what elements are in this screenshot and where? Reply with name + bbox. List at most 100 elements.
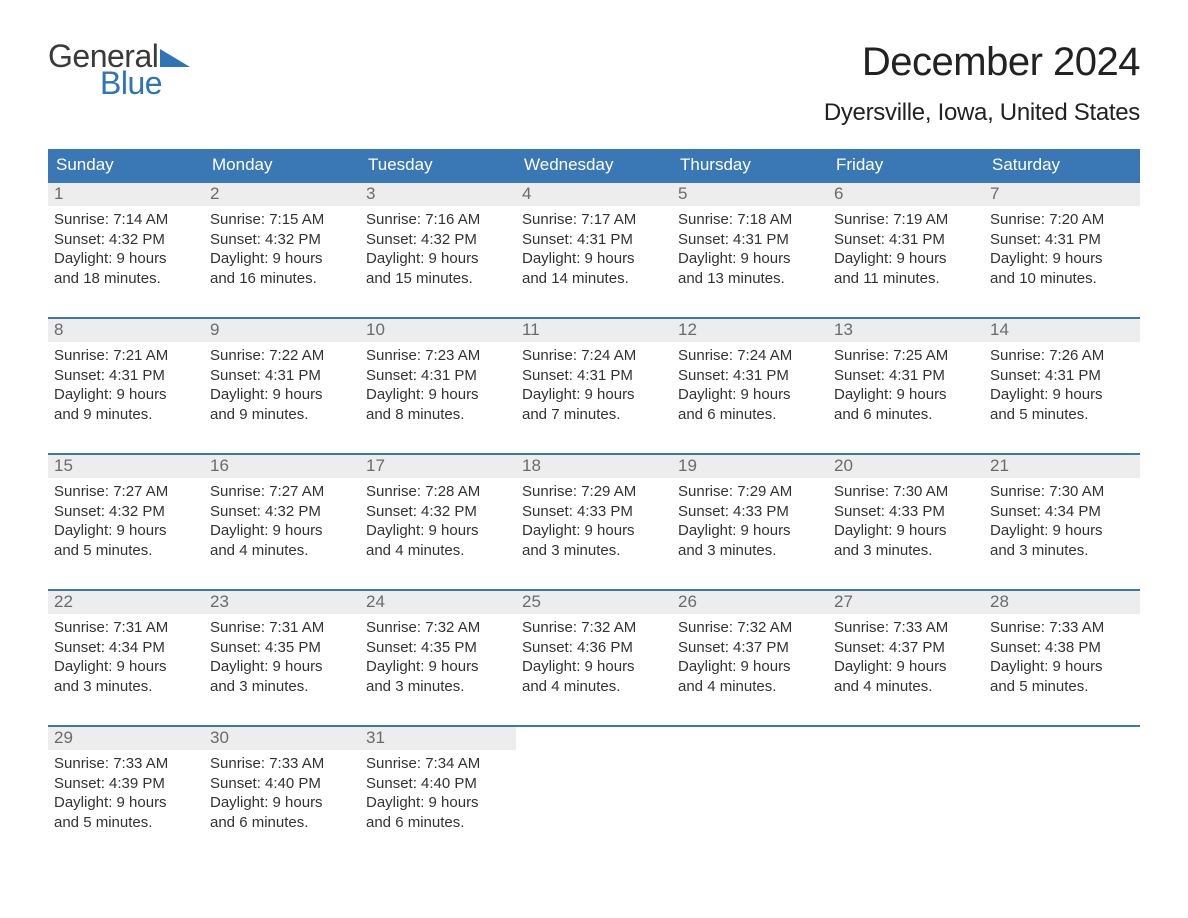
sunrise-text: Sunrise: 7:16 AM bbox=[366, 210, 510, 230]
sunset-text: Sunset: 4:32 PM bbox=[366, 502, 510, 522]
daylight-line1: Daylight: 9 hours bbox=[990, 249, 1134, 269]
daylight-line1: Daylight: 9 hours bbox=[522, 249, 666, 269]
daylight-line2: and 4 minutes. bbox=[678, 677, 822, 697]
daylight-line1: Daylight: 9 hours bbox=[834, 385, 978, 405]
weekday-wednesday: Wednesday bbox=[516, 149, 672, 181]
sunrise-text: Sunrise: 7:21 AM bbox=[54, 346, 198, 366]
day-cell: 12Sunrise: 7:24 AMSunset: 4:31 PMDayligh… bbox=[672, 319, 828, 429]
week-row: 8Sunrise: 7:21 AMSunset: 4:31 PMDaylight… bbox=[48, 317, 1140, 429]
sunrise-text: Sunrise: 7:18 AM bbox=[678, 210, 822, 230]
day-cell bbox=[516, 727, 672, 837]
day-cell: 2Sunrise: 7:15 AMSunset: 4:32 PMDaylight… bbox=[204, 183, 360, 293]
sunset-text: Sunset: 4:34 PM bbox=[54, 638, 198, 658]
weekday-sunday: Sunday bbox=[48, 149, 204, 181]
daylight-line1: Daylight: 9 hours bbox=[366, 249, 510, 269]
day-number: 18 bbox=[516, 455, 672, 478]
daylight-line2: and 18 minutes. bbox=[54, 269, 198, 289]
day-body: Sunrise: 7:28 AMSunset: 4:32 PMDaylight:… bbox=[360, 478, 516, 564]
sunrise-text: Sunrise: 7:17 AM bbox=[522, 210, 666, 230]
daylight-line1: Daylight: 9 hours bbox=[210, 249, 354, 269]
sunrise-text: Sunrise: 7:23 AM bbox=[366, 346, 510, 366]
week-row: 1Sunrise: 7:14 AMSunset: 4:32 PMDaylight… bbox=[48, 181, 1140, 293]
day-body: Sunrise: 7:26 AMSunset: 4:31 PMDaylight:… bbox=[984, 342, 1140, 428]
day-body: Sunrise: 7:24 AMSunset: 4:31 PMDaylight:… bbox=[516, 342, 672, 428]
sunrise-text: Sunrise: 7:27 AM bbox=[210, 482, 354, 502]
daylight-line1: Daylight: 9 hours bbox=[990, 385, 1134, 405]
day-cell bbox=[984, 727, 1140, 837]
day-body: Sunrise: 7:19 AMSunset: 4:31 PMDaylight:… bbox=[828, 206, 984, 292]
day-cell: 10Sunrise: 7:23 AMSunset: 4:31 PMDayligh… bbox=[360, 319, 516, 429]
sunrise-text: Sunrise: 7:27 AM bbox=[54, 482, 198, 502]
day-body: Sunrise: 7:32 AMSunset: 4:35 PMDaylight:… bbox=[360, 614, 516, 700]
day-cell: 22Sunrise: 7:31 AMSunset: 4:34 PMDayligh… bbox=[48, 591, 204, 701]
sunrise-text: Sunrise: 7:33 AM bbox=[210, 754, 354, 774]
day-cell: 4Sunrise: 7:17 AMSunset: 4:31 PMDaylight… bbox=[516, 183, 672, 293]
daylight-line2: and 7 minutes. bbox=[522, 405, 666, 425]
daylight-line2: and 5 minutes. bbox=[990, 677, 1134, 697]
sunrise-text: Sunrise: 7:33 AM bbox=[990, 618, 1134, 638]
daylight-line2: and 3 minutes. bbox=[990, 541, 1134, 561]
sunset-text: Sunset: 4:31 PM bbox=[834, 366, 978, 386]
day-cell: 5Sunrise: 7:18 AMSunset: 4:31 PMDaylight… bbox=[672, 183, 828, 293]
sunset-text: Sunset: 4:31 PM bbox=[990, 366, 1134, 386]
day-body: Sunrise: 7:14 AMSunset: 4:32 PMDaylight:… bbox=[48, 206, 204, 292]
sunrise-text: Sunrise: 7:15 AM bbox=[210, 210, 354, 230]
daylight-line1: Daylight: 9 hours bbox=[366, 793, 510, 813]
day-number bbox=[516, 727, 672, 750]
daylight-line2: and 4 minutes. bbox=[834, 677, 978, 697]
daylight-line1: Daylight: 9 hours bbox=[54, 521, 198, 541]
day-cell: 6Sunrise: 7:19 AMSunset: 4:31 PMDaylight… bbox=[828, 183, 984, 293]
sunrise-text: Sunrise: 7:25 AM bbox=[834, 346, 978, 366]
day-number bbox=[672, 727, 828, 750]
sunset-text: Sunset: 4:33 PM bbox=[834, 502, 978, 522]
day-cell: 21Sunrise: 7:30 AMSunset: 4:34 PMDayligh… bbox=[984, 455, 1140, 565]
day-number: 10 bbox=[360, 319, 516, 342]
daylight-line2: and 16 minutes. bbox=[210, 269, 354, 289]
weekday-thursday: Thursday bbox=[672, 149, 828, 181]
sunset-text: Sunset: 4:31 PM bbox=[834, 230, 978, 250]
sunset-text: Sunset: 4:39 PM bbox=[54, 774, 198, 794]
weekday-tuesday: Tuesday bbox=[360, 149, 516, 181]
logo: General Blue bbox=[48, 40, 190, 99]
day-cell: 24Sunrise: 7:32 AMSunset: 4:35 PMDayligh… bbox=[360, 591, 516, 701]
sunrise-text: Sunrise: 7:29 AM bbox=[678, 482, 822, 502]
day-number: 17 bbox=[360, 455, 516, 478]
day-number bbox=[828, 727, 984, 750]
daylight-line1: Daylight: 9 hours bbox=[678, 249, 822, 269]
day-body: Sunrise: 7:32 AMSunset: 4:36 PMDaylight:… bbox=[516, 614, 672, 700]
daylight-line2: and 4 minutes. bbox=[366, 541, 510, 561]
sunset-text: Sunset: 4:35 PM bbox=[366, 638, 510, 658]
day-body: Sunrise: 7:15 AMSunset: 4:32 PMDaylight:… bbox=[204, 206, 360, 292]
day-cell: 29Sunrise: 7:33 AMSunset: 4:39 PMDayligh… bbox=[48, 727, 204, 837]
daylight-line1: Daylight: 9 hours bbox=[54, 385, 198, 405]
weekday-header: Sunday Monday Tuesday Wednesday Thursday… bbox=[48, 149, 1140, 181]
daylight-line2: and 9 minutes. bbox=[210, 405, 354, 425]
day-body: Sunrise: 7:27 AMSunset: 4:32 PMDaylight:… bbox=[48, 478, 204, 564]
day-body: Sunrise: 7:25 AMSunset: 4:31 PMDaylight:… bbox=[828, 342, 984, 428]
sunrise-text: Sunrise: 7:22 AM bbox=[210, 346, 354, 366]
day-number: 15 bbox=[48, 455, 204, 478]
daylight-line2: and 4 minutes. bbox=[210, 541, 354, 561]
calendar: Sunday Monday Tuesday Wednesday Thursday… bbox=[48, 149, 1140, 837]
day-body: Sunrise: 7:30 AMSunset: 4:33 PMDaylight:… bbox=[828, 478, 984, 564]
sunset-text: Sunset: 4:31 PM bbox=[54, 366, 198, 386]
day-body: Sunrise: 7:18 AMSunset: 4:31 PMDaylight:… bbox=[672, 206, 828, 292]
daylight-line1: Daylight: 9 hours bbox=[366, 657, 510, 677]
sunset-text: Sunset: 4:31 PM bbox=[522, 230, 666, 250]
sunset-text: Sunset: 4:32 PM bbox=[366, 230, 510, 250]
daylight-line2: and 13 minutes. bbox=[678, 269, 822, 289]
location-text: Dyersville, Iowa, United States bbox=[824, 99, 1140, 127]
daylight-line1: Daylight: 9 hours bbox=[834, 521, 978, 541]
day-number: 30 bbox=[204, 727, 360, 750]
sunset-text: Sunset: 4:32 PM bbox=[210, 230, 354, 250]
day-body: Sunrise: 7:33 AMSunset: 4:39 PMDaylight:… bbox=[48, 750, 204, 836]
sunrise-text: Sunrise: 7:30 AM bbox=[834, 482, 978, 502]
daylight-line2: and 6 minutes. bbox=[366, 813, 510, 833]
sunrise-text: Sunrise: 7:14 AM bbox=[54, 210, 198, 230]
day-body: Sunrise: 7:32 AMSunset: 4:37 PMDaylight:… bbox=[672, 614, 828, 700]
day-cell: 25Sunrise: 7:32 AMSunset: 4:36 PMDayligh… bbox=[516, 591, 672, 701]
daylight-line2: and 3 minutes. bbox=[210, 677, 354, 697]
daylight-line1: Daylight: 9 hours bbox=[210, 657, 354, 677]
daylight-line1: Daylight: 9 hours bbox=[210, 385, 354, 405]
day-body: Sunrise: 7:30 AMSunset: 4:34 PMDaylight:… bbox=[984, 478, 1140, 564]
